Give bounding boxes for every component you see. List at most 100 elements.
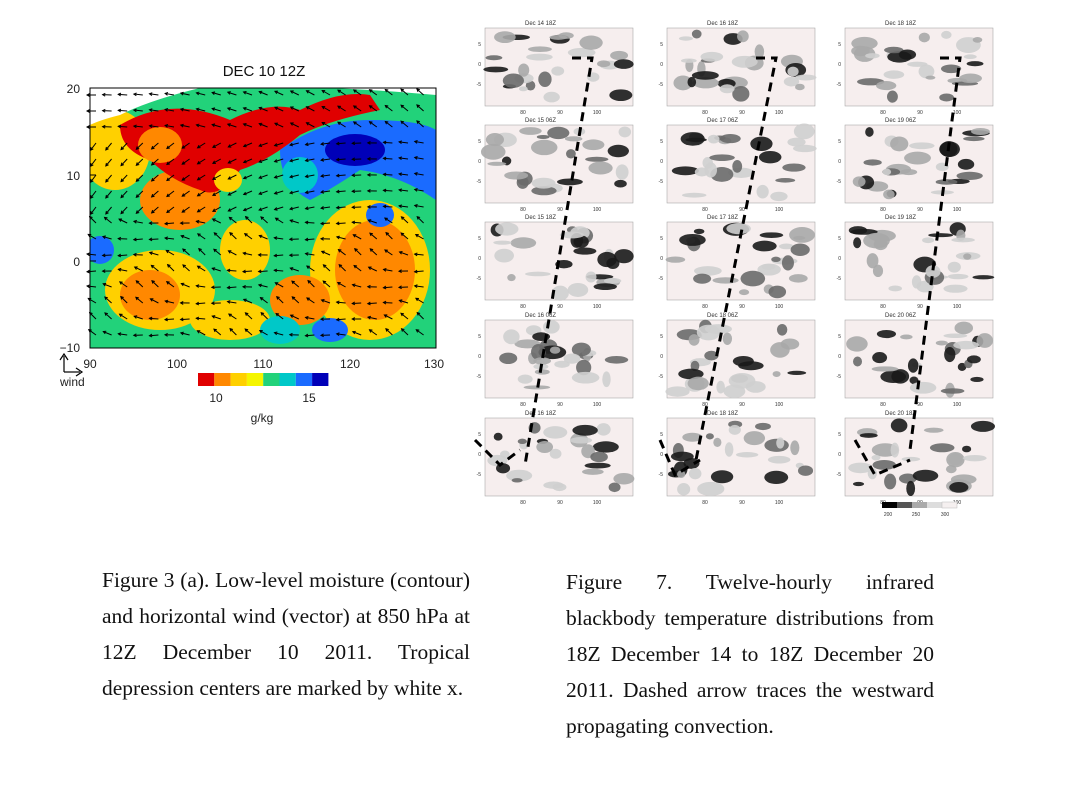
ir-panel-title: Dec 20 06Z [885, 313, 916, 319]
wind-vector [385, 89, 393, 96]
wind-vector [135, 280, 144, 288]
wind-vector [120, 174, 128, 182]
y-tick-label: −10 [60, 341, 81, 355]
x-tick-label: 130 [424, 357, 444, 371]
wind-vector [181, 158, 190, 165]
wind-vector [197, 265, 206, 272]
wind-vector [119, 313, 128, 320]
wind-vector [289, 174, 299, 178]
wind-vector [105, 158, 112, 167]
wind-vector [399, 251, 409, 256]
wind-vector [323, 264, 331, 272]
wind-vector [259, 107, 268, 112]
wind-vector [166, 158, 175, 165]
wind-vector [102, 236, 112, 240]
ir-panel-x-tick: 90 [557, 110, 563, 116]
wind-vector [305, 174, 315, 178]
wind-vector [414, 172, 424, 176]
wind-vector [337, 282, 346, 288]
ir-panel-title: Dec 16 18Z [525, 411, 556, 417]
wind-vector [291, 280, 300, 288]
wind-vector [321, 142, 331, 145]
figure-3-title: DEC 10 12Z [223, 63, 306, 80]
ir-panel: Dec 18 18Z 5 0 -5 80 90 100 [837, 21, 994, 116]
wind-vector [245, 216, 253, 224]
wind-vector [259, 330, 268, 336]
wind-vector [151, 265, 159, 272]
ir-panel-x-tick: 80 [520, 110, 526, 116]
wind-vector [383, 286, 393, 289]
ir-panel: Dec 16 06Z 5 0 -5 80 90 100 [477, 313, 634, 408]
wind-vector [135, 190, 144, 198]
ir-panel-y-tick: -5 [659, 82, 664, 88]
wind-vector [149, 252, 159, 256]
wind-vector [196, 317, 206, 320]
wind-vector [212, 206, 222, 212]
ir-panel-x-tick: 100 [593, 110, 602, 116]
colorbar-swatch [214, 373, 231, 386]
wind-vector [306, 90, 315, 96]
colorbar-swatch [279, 373, 296, 386]
wind-vector [400, 232, 409, 240]
wind-vector [213, 328, 222, 336]
wind-vector [180, 124, 190, 128]
ir-panel-x-tick: 100 [775, 304, 784, 310]
figure-3: DEC 10 12Z [0, 0, 460, 440]
wind-vector [353, 105, 362, 112]
ir-panel-title: Dec 15 18Z [525, 215, 556, 221]
wind-vector [321, 174, 331, 177]
figure-7: Dec 14 18Z 5 0 -5 80 90 100 Dec 16 18Z 5 0 -5 80 90 1… [470, 10, 1010, 520]
ir-panel-y-tick: -5 [837, 82, 842, 88]
ir-panel-y-tick: 5 [660, 236, 663, 242]
plot-frame [89, 87, 437, 349]
wind-vector [305, 253, 315, 256]
wind-vector [369, 121, 378, 128]
wind-vector [399, 205, 409, 208]
wind-vector [415, 297, 424, 304]
moisture-field [90, 88, 436, 348]
ir-panel-x-tick: 100 [593, 207, 602, 213]
wind-vector [243, 107, 253, 112]
ir-panel-x-tick: 100 [953, 304, 962, 310]
wind-vector [321, 190, 331, 193]
ir-panel-y-tick: 5 [478, 334, 481, 340]
wind-vector [135, 206, 144, 214]
ir-panel-y-tick: 0 [478, 159, 481, 165]
wind-vector [369, 248, 378, 256]
wind-vector [307, 280, 315, 288]
colorbar-swatch [312, 373, 329, 386]
wind-vector [198, 248, 206, 256]
wind-vector [414, 156, 424, 160]
ir-panel-y-tick: 5 [838, 139, 841, 145]
wind-vector [336, 318, 346, 321]
wind-vector [212, 92, 221, 96]
wind-vector [165, 92, 175, 96]
wind-vector [274, 254, 284, 257]
wind-vector [384, 314, 393, 320]
wind-vector [383, 141, 393, 144]
ir-panel-y-tick: -5 [477, 179, 482, 185]
wind-vector [105, 142, 112, 151]
ir-panel-title: Dec 18 18Z [707, 411, 738, 417]
wind-vector [260, 312, 268, 320]
wind-vector [337, 89, 346, 96]
wind-vector [181, 283, 190, 288]
wind-vector [354, 248, 362, 256]
wind-vector [274, 332, 284, 336]
wind-vector [367, 316, 377, 320]
wind-vector [151, 190, 159, 198]
ir-colorbar-tick: 300 [941, 512, 950, 518]
wind-vector [228, 174, 237, 180]
wind-vector [151, 142, 159, 150]
wind-vector [289, 142, 299, 146]
wind-vector [133, 93, 143, 96]
ir-panel: Dec 17 06Z 5 0 -5 80 90 100 [659, 118, 817, 213]
wind-vector [243, 252, 253, 256]
wind-vector [149, 93, 159, 96]
wind-vector [212, 142, 222, 148]
wind-vector [212, 190, 222, 196]
wind-vector [89, 216, 97, 224]
x-tick-label: 120 [340, 357, 360, 371]
ir-colorbar-tick: 250 [912, 512, 921, 518]
wind-vector [243, 174, 253, 179]
